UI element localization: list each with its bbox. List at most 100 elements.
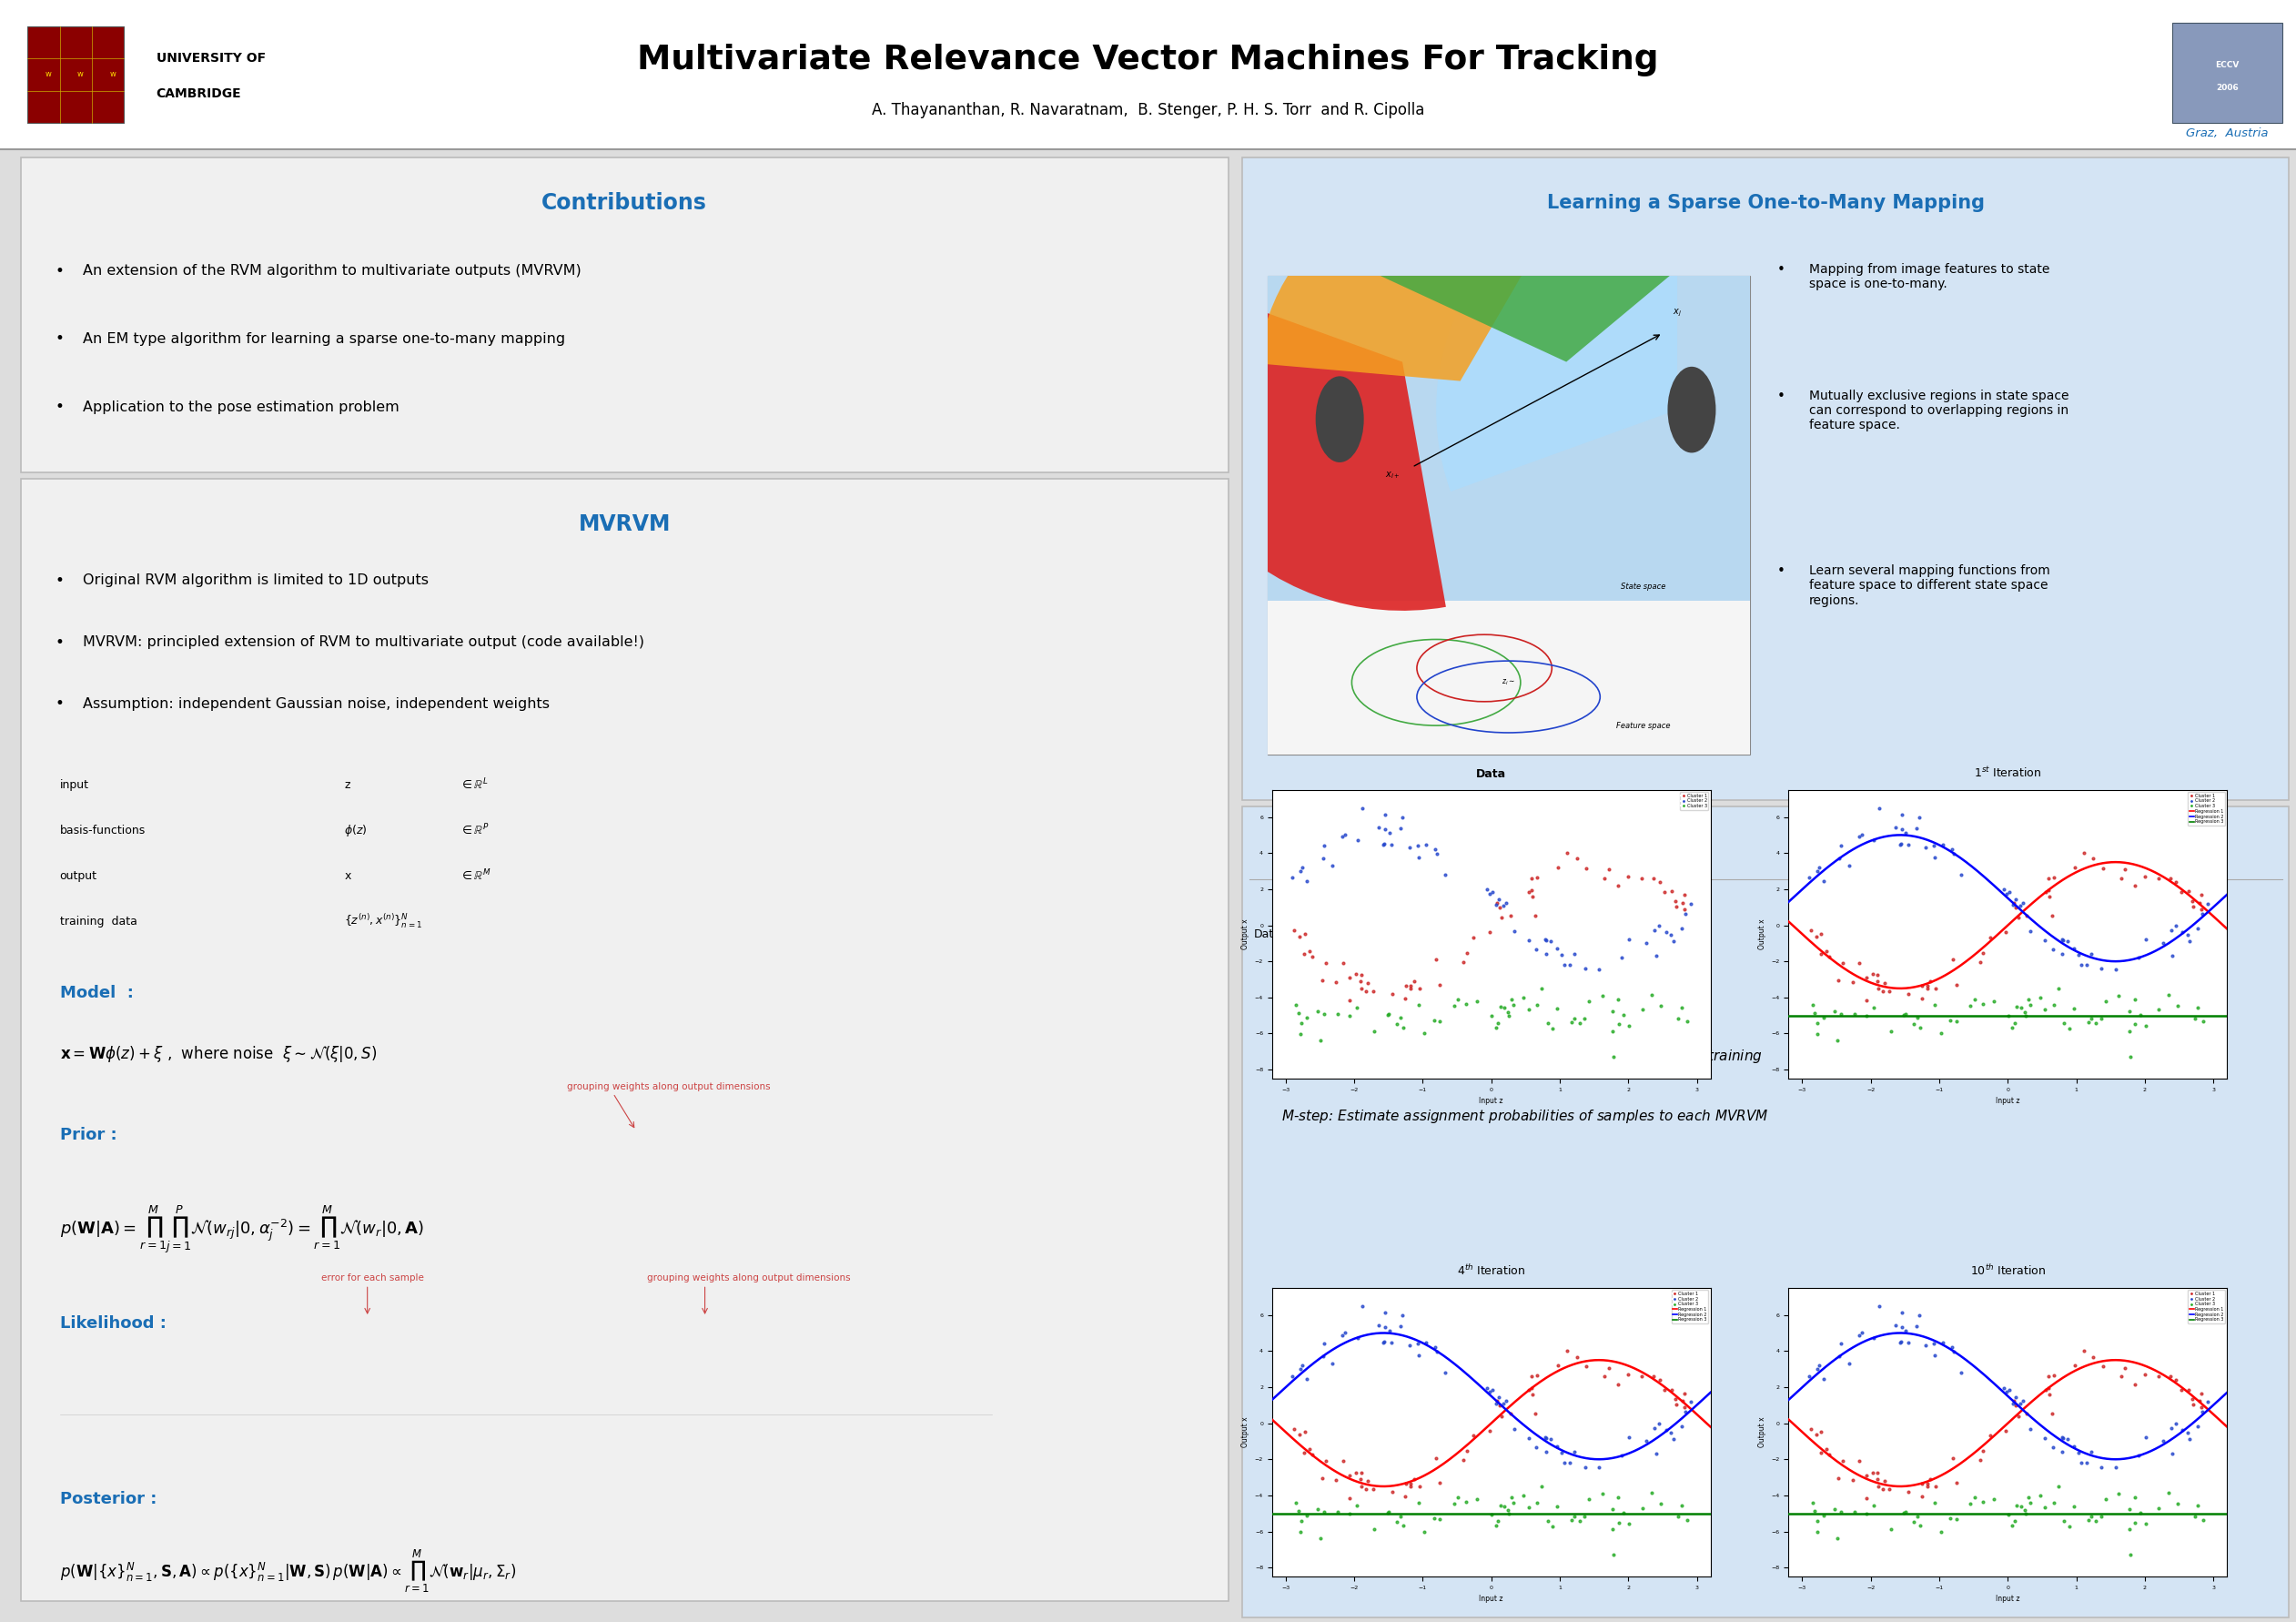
Point xyxy=(1557,1504,1593,1530)
Point xyxy=(1527,1439,1564,1465)
Text: MVRVM: principled extension of RVM to multivariate output (code available!): MVRVM: principled extension of RVM to mu… xyxy=(83,636,645,649)
Text: •: • xyxy=(1777,564,1786,577)
Text: $\in \mathbb{R}^L$: $\in \mathbb{R}^L$ xyxy=(459,777,489,793)
Point xyxy=(1623,1495,1660,1521)
Point xyxy=(1600,873,1637,899)
Point xyxy=(1355,1476,1391,1502)
Point xyxy=(1612,926,1649,952)
Point xyxy=(2011,993,2048,1019)
Point xyxy=(2117,1371,2154,1397)
Point xyxy=(1394,1471,1430,1497)
Point xyxy=(1910,1471,1947,1497)
Point xyxy=(1603,944,1639,970)
Point xyxy=(2158,1367,2195,1393)
Point xyxy=(1642,869,1678,895)
Point xyxy=(1860,976,1896,1002)
Point xyxy=(1821,1343,1857,1369)
Point xyxy=(1362,1312,1398,1338)
Point xyxy=(1511,879,1548,905)
Point xyxy=(1587,1362,1623,1388)
Point xyxy=(1584,983,1621,1009)
Text: Prior :: Prior : xyxy=(60,1127,117,1144)
Point xyxy=(2009,986,2046,1012)
Point xyxy=(1456,1422,1492,1448)
Point xyxy=(1646,1377,1683,1403)
Point xyxy=(1658,894,1694,920)
Point xyxy=(2062,1450,2099,1476)
Point xyxy=(1479,1512,1515,1538)
Point xyxy=(1552,1450,1589,1476)
Point xyxy=(1343,796,1380,822)
Point xyxy=(2087,1487,2124,1513)
Point xyxy=(1527,941,1564,967)
Text: •: • xyxy=(55,634,64,650)
Point xyxy=(1490,1002,1527,1028)
Point xyxy=(2183,1380,2220,1406)
Point xyxy=(1860,1460,1896,1486)
X-axis label: Input z: Input z xyxy=(1995,1096,2020,1105)
Point xyxy=(1642,993,1678,1019)
Text: $M\text{-}step$: Estimate assignment probabilities of samples to each MVRVM: $M\text{-}step$: Estimate assignment pro… xyxy=(1281,1108,1768,1124)
Point xyxy=(2108,856,2144,882)
Point xyxy=(1793,1416,1830,1442)
Point xyxy=(1986,878,2023,903)
Point xyxy=(2060,942,2096,968)
Point xyxy=(1591,1354,1628,1380)
Point xyxy=(1848,1461,1885,1487)
Point xyxy=(1848,1002,1885,1028)
Point xyxy=(1472,1379,1508,1405)
Text: Posterior :: Posterior : xyxy=(60,1491,156,1507)
Point xyxy=(1841,950,1878,976)
Point xyxy=(2082,1504,2119,1530)
Point xyxy=(1325,824,1362,850)
Point xyxy=(1883,830,1919,856)
Text: Model  :: Model : xyxy=(60,985,133,1001)
Point xyxy=(1800,1353,1837,1379)
Point xyxy=(1474,879,1511,905)
Point xyxy=(1366,1330,1403,1356)
Point xyxy=(1486,1492,1522,1518)
Point xyxy=(2078,1508,2115,1534)
Point xyxy=(1511,996,1548,1022)
Point xyxy=(1327,1319,1364,1345)
Point xyxy=(1529,1508,1566,1534)
Point xyxy=(2151,866,2188,892)
Point xyxy=(2154,1414,2190,1440)
Point xyxy=(2183,900,2220,926)
Point xyxy=(2055,1434,2092,1460)
Point xyxy=(1961,949,1998,975)
Point xyxy=(1899,816,1936,842)
Point xyxy=(1320,1499,1357,1525)
Point xyxy=(1511,1426,1548,1452)
Point xyxy=(2011,918,2048,944)
Point xyxy=(1492,1484,1529,1510)
Point xyxy=(1805,1366,1841,1392)
Point xyxy=(1998,887,2034,913)
Point xyxy=(1965,1439,2002,1465)
Point xyxy=(1545,952,1582,978)
Point xyxy=(1401,1489,1437,1515)
Text: $\{z^{(n)}, x^{(n)}\}_{n=1}^N$: $\{z^{(n)}, x^{(n)}\}_{n=1}^N$ xyxy=(344,913,422,929)
Point xyxy=(2165,918,2202,944)
Point xyxy=(1933,837,1970,863)
Point xyxy=(1481,1492,1518,1518)
Point xyxy=(1924,832,1961,858)
Point xyxy=(1479,1014,1515,1040)
Point xyxy=(2154,942,2190,968)
Point xyxy=(1603,1442,1639,1468)
Point xyxy=(1653,921,1690,947)
Point xyxy=(1800,1508,1837,1534)
Point xyxy=(2030,866,2066,892)
Point xyxy=(1382,1504,1419,1530)
Point xyxy=(1492,986,1529,1012)
Y-axis label: Output x: Output x xyxy=(1242,920,1249,949)
Point xyxy=(1883,816,1919,842)
Point xyxy=(2011,1491,2048,1517)
Point xyxy=(1279,993,1316,1019)
Point xyxy=(1580,957,1616,983)
Point xyxy=(2050,1513,2087,1539)
Point xyxy=(1474,1004,1511,1030)
Point xyxy=(1917,976,1954,1002)
Point xyxy=(1325,1322,1362,1348)
Point xyxy=(1901,805,1938,830)
